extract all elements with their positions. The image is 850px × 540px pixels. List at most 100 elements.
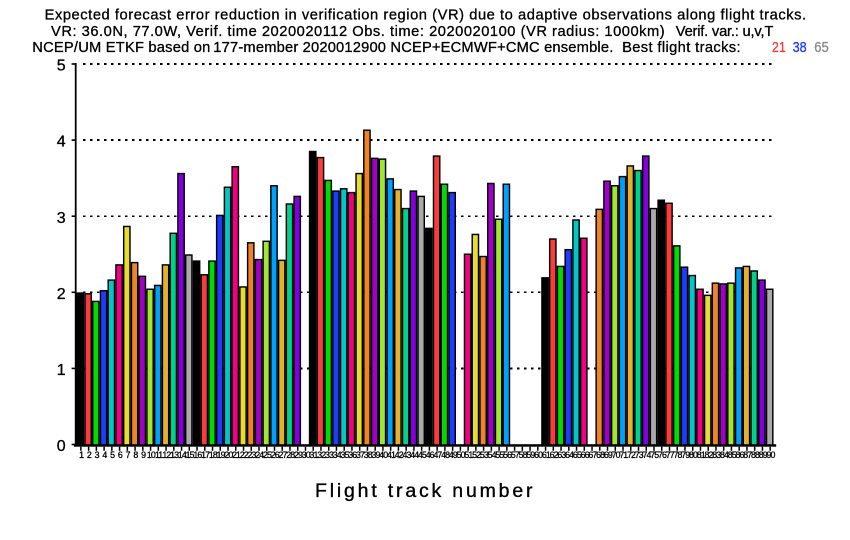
svg-text:Expected forecast error reduct: Expected forecast error reduction in ver… [45,8,807,24]
svg-text:37: 37 [356,450,365,460]
svg-text:18: 18 [209,450,218,460]
svg-text:89: 89 [759,450,768,460]
svg-text:82: 82 [705,450,714,460]
svg-text:72: 72 [627,450,636,460]
svg-text:71: 71 [619,450,628,460]
svg-text:47: 47 [433,450,442,460]
svg-text:27: 27 [279,450,288,460]
svg-text:52: 52 [472,450,481,460]
svg-text:23: 23 [248,450,257,460]
svg-text:83: 83 [712,450,721,460]
svg-text:75: 75 [650,450,659,460]
svg-text:15: 15 [186,450,195,460]
svg-text:49: 49 [449,450,458,460]
svg-text:69: 69 [604,450,613,460]
svg-text:73: 73 [635,450,644,460]
svg-text:59: 59 [526,450,535,460]
svg-text:88: 88 [751,450,760,460]
svg-text:11: 11 [155,450,163,460]
svg-text:VR: 36.0N, 77.0W, Verif. time: VR: 36.0N, 77.0W, Verif. time 2020020112… [51,24,665,40]
svg-text:43: 43 [402,450,411,460]
svg-text:34: 34 [333,450,342,460]
svg-text:33: 33 [325,450,334,460]
svg-text:38: 38 [364,450,373,460]
svg-text:4: 4 [102,450,107,460]
svg-text:0: 0 [57,438,66,455]
svg-text:3: 3 [57,210,66,227]
svg-text:79: 79 [681,450,690,460]
svg-text:7: 7 [126,450,131,460]
svg-text:57: 57 [511,450,520,460]
svg-text:65: 65 [573,450,582,460]
svg-text:48: 48 [441,450,450,460]
svg-text:40: 40 [379,450,388,460]
svg-text:63: 63 [557,450,566,460]
svg-text:29: 29 [294,450,303,460]
svg-text:30: 30 [302,450,311,460]
svg-text:85: 85 [728,450,737,460]
svg-text:5: 5 [110,450,115,460]
svg-text:86: 86 [736,450,745,460]
svg-text:60: 60 [534,450,543,460]
svg-text:67: 67 [588,450,597,460]
svg-text:53: 53 [480,450,489,460]
svg-text:28: 28 [286,450,295,460]
svg-text:76: 76 [658,450,667,460]
svg-text:6: 6 [118,450,123,460]
svg-text:26: 26 [271,450,280,460]
svg-text:20: 20 [224,450,233,460]
svg-text:35: 35 [341,450,350,460]
svg-text:50: 50 [457,450,466,460]
svg-text:70: 70 [612,450,621,460]
svg-text:5: 5 [57,58,66,75]
svg-text:68: 68 [596,450,605,460]
svg-text:21: 21 [232,450,241,460]
svg-text:36: 36 [348,450,357,460]
svg-text:90: 90 [766,450,775,460]
svg-text:Verif. var.: u,v,T: Verif. var.: u,v,T [676,24,774,40]
svg-text:41: 41 [387,450,396,460]
svg-text:9: 9 [141,450,146,460]
svg-text:2: 2 [87,450,92,460]
svg-text:39: 39 [371,450,380,460]
svg-text:21: 21 [772,40,786,56]
svg-text:64: 64 [565,450,574,460]
svg-text:32: 32 [317,450,326,460]
svg-text:54: 54 [488,450,497,460]
svg-text:65: 65 [814,40,829,56]
svg-text:10: 10 [147,450,156,460]
svg-text:NCEP/UM ETKF based on: NCEP/UM ETKF based on [32,40,210,56]
svg-text:25: 25 [263,450,272,460]
svg-text:81: 81 [697,450,706,460]
svg-text:46: 46 [426,450,435,460]
svg-text:8: 8 [133,450,138,460]
svg-text:1: 1 [57,362,66,379]
svg-text:Flight track number: Flight track number [315,480,533,502]
svg-text:42: 42 [395,450,404,460]
svg-text:13: 13 [170,450,179,460]
svg-text:31: 31 [310,450,319,460]
svg-text:87: 87 [743,450,752,460]
svg-text:177-member 2020012900 NCEP+ECM: 177-member 2020012900 NCEP+ECMWF+CMC ens… [213,40,613,56]
svg-text:3: 3 [95,450,100,460]
svg-text:4: 4 [57,134,66,151]
svg-text:80: 80 [689,450,698,460]
svg-text:62: 62 [550,450,559,460]
svg-text:84: 84 [720,450,729,460]
svg-text:Best flight tracks:: Best flight tracks: [622,40,741,56]
svg-text:77: 77 [666,450,675,460]
svg-text:51: 51 [464,450,473,460]
svg-text:56: 56 [503,450,512,460]
svg-text:74: 74 [643,450,652,460]
svg-text:19: 19 [217,450,226,460]
svg-text:78: 78 [674,450,683,460]
svg-text:45: 45 [418,450,427,460]
svg-text:22: 22 [240,450,249,460]
svg-text:38: 38 [793,40,807,56]
svg-text:58: 58 [519,450,528,460]
svg-text:2: 2 [57,286,66,303]
svg-text:44: 44 [410,450,419,460]
svg-text:66: 66 [581,450,590,460]
svg-text:55: 55 [495,450,504,460]
svg-text:16: 16 [193,450,202,460]
